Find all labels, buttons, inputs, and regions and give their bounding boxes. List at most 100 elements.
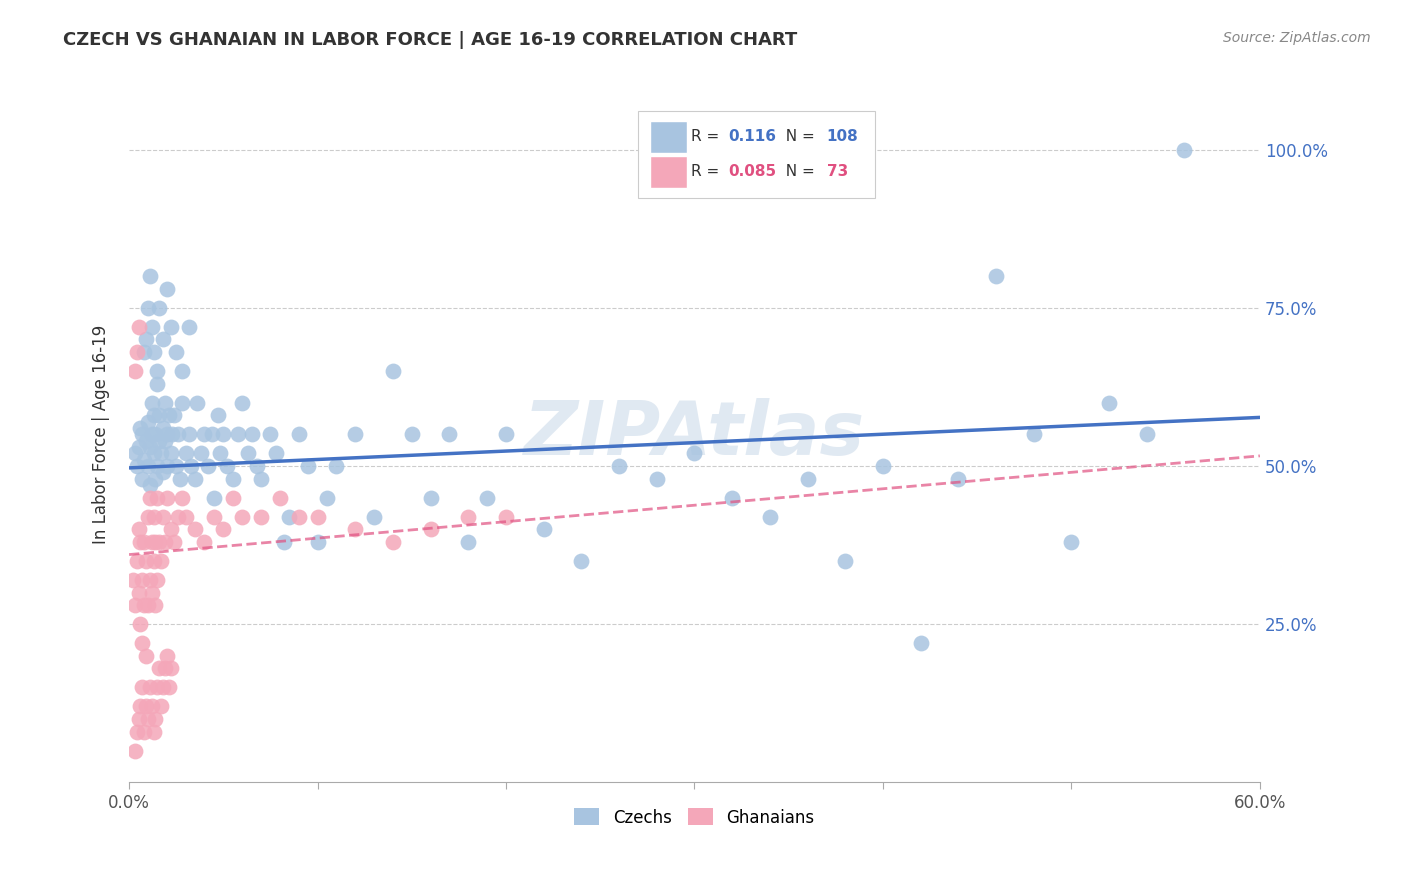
Point (193, 535, 215, 549)
Point (134, 598, 156, 612)
Point (269, 491, 291, 505)
Point (163, 535, 186, 549)
Point (157, 409, 180, 423)
Point (156, 491, 179, 505)
Point (167, 509, 190, 524)
Point (139, 491, 162, 505)
Point (159, 522, 181, 536)
Point (148, 661, 170, 675)
Point (142, 724, 165, 739)
Text: N =: N = (776, 164, 820, 179)
Point (495, 427, 517, 442)
Point (153, 434, 176, 448)
Y-axis label: In Labor Force | Age 16-19: In Labor Force | Age 16-19 (93, 325, 110, 544)
Point (834, 554, 856, 568)
Point (1136, 427, 1159, 442)
Point (142, 409, 165, 423)
Point (146, 681, 169, 695)
Point (159, 446, 181, 460)
Point (193, 427, 215, 442)
Point (142, 345, 165, 359)
Point (146, 458, 169, 473)
Point (139, 478, 162, 492)
Point (146, 376, 169, 391)
Point (208, 446, 231, 460)
Point (278, 509, 301, 524)
Point (381, 535, 404, 549)
Point (156, 458, 179, 473)
Point (142, 554, 165, 568)
Point (128, 440, 150, 454)
Point (202, 491, 225, 505)
Point (316, 491, 339, 505)
Point (217, 458, 239, 473)
Text: R =: R = (692, 129, 724, 145)
Text: ZIPAtlas: ZIPAtlas (524, 398, 865, 471)
Point (174, 446, 197, 460)
Point (1098, 395, 1121, 409)
Point (1022, 427, 1045, 442)
Point (141, 319, 163, 334)
Point (475, 491, 498, 505)
Point (136, 598, 159, 612)
Point (948, 472, 970, 486)
Point (148, 535, 170, 549)
Point (134, 724, 156, 739)
Point (134, 345, 156, 359)
Point (236, 446, 259, 460)
Point (163, 409, 186, 423)
Point (297, 458, 319, 473)
Point (207, 409, 229, 423)
Point (307, 509, 329, 524)
Point (250, 509, 273, 524)
Point (128, 319, 150, 334)
Point (212, 427, 235, 442)
Point (533, 522, 555, 536)
Point (131, 472, 153, 486)
Point (153, 535, 176, 549)
Point (169, 472, 191, 486)
Point (152, 466, 174, 480)
Point (165, 345, 187, 359)
Text: 0.085: 0.085 (728, 164, 776, 179)
Point (135, 699, 157, 714)
Point (344, 427, 367, 442)
Point (139, 573, 162, 587)
Point (759, 509, 782, 524)
Point (129, 699, 152, 714)
Point (136, 458, 159, 473)
Point (156, 648, 179, 663)
Point (145, 427, 167, 442)
Point (139, 681, 162, 695)
Point (250, 472, 273, 486)
Point (152, 333, 174, 347)
Point (148, 434, 170, 448)
Point (910, 636, 932, 650)
Point (156, 282, 179, 296)
Point (287, 427, 309, 442)
Point (157, 681, 180, 695)
Point (139, 269, 162, 284)
Point (159, 319, 181, 334)
Point (184, 522, 207, 536)
Point (153, 395, 176, 409)
Point (145, 472, 167, 486)
Point (136, 415, 159, 429)
Point (146, 364, 169, 378)
Point (152, 421, 174, 435)
Point (128, 712, 150, 726)
Point (645, 472, 668, 486)
Point (179, 427, 201, 442)
Point (136, 509, 159, 524)
Point (419, 491, 441, 505)
Point (124, 744, 146, 758)
Point (246, 458, 269, 473)
Point (307, 535, 329, 549)
Point (124, 598, 146, 612)
Point (796, 472, 818, 486)
Point (150, 554, 173, 568)
Text: 73: 73 (827, 164, 848, 179)
Point (170, 364, 193, 378)
Point (141, 395, 163, 409)
Point (495, 509, 517, 524)
